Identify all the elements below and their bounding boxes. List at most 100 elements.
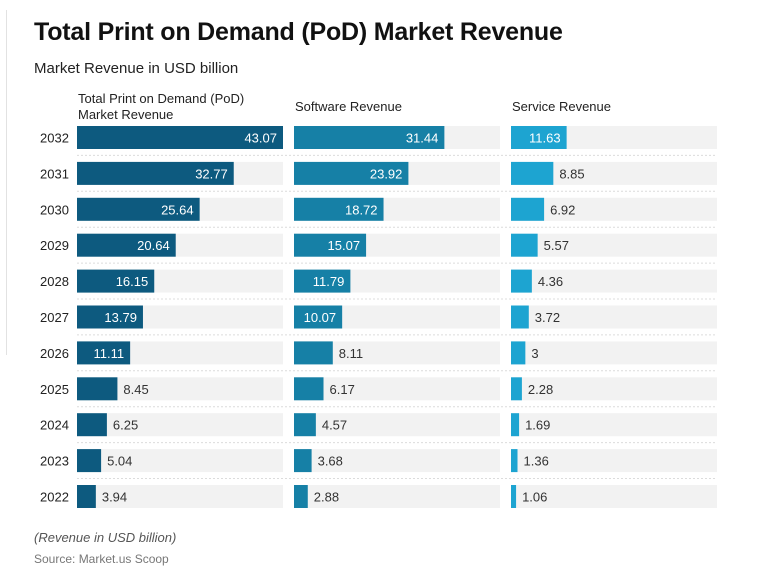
left-edge-rule (6, 10, 7, 355)
value-label-3-2026: 3 (531, 346, 538, 361)
value-label-3-2031: 8.85 (559, 166, 584, 181)
value-label-1-2032: 43.07 (244, 131, 277, 146)
series-header-3-line-1: Service Revenue (512, 99, 611, 114)
value-label-2-2024: 4.57 (322, 418, 347, 433)
value-label-3-2024: 1.69 (525, 418, 550, 433)
series-header-1-line-2: Market Revenue (78, 107, 173, 122)
bar-3-2031 (511, 161, 554, 185)
bar-track (511, 305, 717, 329)
value-label-3-2029: 5.57 (544, 238, 569, 253)
value-label-3-2030: 6.92 (550, 202, 575, 217)
source-credit: Source: Market.us Scoop (34, 552, 169, 566)
bar-track (511, 233, 717, 257)
bar-1-2024 (77, 413, 107, 437)
year-label-2025: 2025 (40, 382, 69, 397)
value-label-1-2026: 11.11 (94, 346, 125, 361)
value-label-2-2025: 6.17 (330, 382, 355, 397)
bar-2-2028 (294, 269, 351, 293)
year-label-2028: 2028 (40, 274, 69, 289)
chart-subtitle: Market Revenue in USD billion (34, 60, 239, 77)
year-label-2027: 2027 (40, 310, 69, 325)
value-label-3-2028: 4.36 (538, 274, 563, 289)
bar-track (77, 485, 283, 508)
bar-3-2027 (511, 305, 529, 329)
bar-chart: Total Print on Demand (PoD)Market Revenu… (40, 91, 717, 508)
value-label-2-2028: 11.79 (313, 274, 345, 289)
bar-3-2023 (511, 449, 518, 473)
bar-2-2026 (294, 341, 333, 365)
series-header-2-line-1: Software Revenue (295, 99, 402, 114)
series-header-1-line-1: Total Print on Demand (PoD) (78, 91, 244, 106)
bar-1-2026 (77, 341, 131, 365)
bar-1-2028 (77, 269, 155, 293)
chart-title: Total Print on Demand (PoD) Market Reven… (34, 18, 563, 46)
value-label-1-2028: 16.15 (116, 274, 149, 289)
value-label-2-2032: 31.44 (406, 131, 439, 146)
bar-3-2032 (511, 126, 567, 149)
value-label-1-2030: 25.64 (161, 202, 194, 217)
bar-track (511, 413, 717, 437)
bar-3-2025 (511, 377, 522, 401)
units-note: (Revenue in USD billion) (34, 530, 177, 545)
bar-track (77, 413, 283, 437)
bar-2-2023 (294, 449, 312, 473)
bar-track (511, 449, 717, 473)
bar-track (294, 485, 500, 508)
bar-track (77, 449, 283, 473)
value-label-2-2030: 18.72 (345, 202, 378, 217)
bar-2-2027 (294, 305, 343, 329)
value-label-1-2027: 13.79 (104, 310, 137, 325)
bar-track (511, 269, 717, 293)
bar-1-2030 (77, 197, 200, 221)
bar-1-2025 (77, 377, 118, 401)
value-label-1-2031: 32.77 (195, 166, 228, 181)
value-label-2-2023: 3.68 (318, 454, 343, 469)
bar-2-2031 (294, 161, 409, 185)
value-label-3-2023: 1.36 (524, 454, 549, 469)
bar-track (294, 305, 500, 329)
value-label-1-2025: 8.45 (123, 382, 148, 397)
bar-3-2022 (511, 485, 517, 508)
bar-3-2030 (511, 197, 545, 221)
bar-1-2027 (77, 305, 143, 329)
year-label-2030: 2030 (40, 202, 69, 217)
bar-track (511, 485, 717, 508)
bar-3-2028 (511, 269, 532, 293)
bar-track (294, 377, 500, 401)
bar-track (511, 197, 717, 221)
bar-3-2029 (511, 233, 538, 257)
value-label-2-2026: 8.11 (339, 346, 363, 361)
bar-1-2032 (77, 126, 283, 149)
value-label-3-2027: 3.72 (535, 310, 560, 325)
bar-track (511, 161, 717, 185)
year-label-2024: 2024 (40, 418, 69, 433)
bar-2-2025 (294, 377, 324, 401)
value-label-2-2031: 23.92 (370, 166, 403, 181)
value-label-3-2032: 11.63 (529, 131, 561, 146)
bar-2-2029 (294, 233, 367, 257)
bar-1-2023 (77, 449, 102, 473)
bar-3-2026 (511, 341, 526, 365)
bar-track (294, 341, 500, 365)
value-label-2-2022: 2.88 (314, 490, 339, 505)
value-label-1-2024: 6.25 (113, 418, 138, 433)
bar-2-2030 (294, 197, 384, 221)
bar-1-2031 (77, 161, 234, 185)
bar-1-2029 (77, 233, 176, 257)
bar-3-2024 (511, 413, 520, 437)
bar-track (294, 413, 500, 437)
bar-2-2032 (294, 126, 445, 149)
bar-track (511, 341, 717, 365)
bar-1-2022 (77, 485, 96, 508)
bar-track (294, 449, 500, 473)
bar-2-2022 (294, 485, 308, 508)
bar-track (511, 377, 717, 401)
value-label-1-2022: 3.94 (102, 490, 127, 505)
value-label-1-2029: 20.64 (137, 238, 170, 253)
value-label-3-2025: 2.28 (528, 382, 553, 397)
value-label-2-2029: 15.07 (328, 238, 361, 253)
year-label-2023: 2023 (40, 454, 69, 469)
year-label-2022: 2022 (40, 490, 69, 505)
value-label-1-2023: 5.04 (107, 454, 132, 469)
year-label-2032: 2032 (40, 131, 69, 146)
